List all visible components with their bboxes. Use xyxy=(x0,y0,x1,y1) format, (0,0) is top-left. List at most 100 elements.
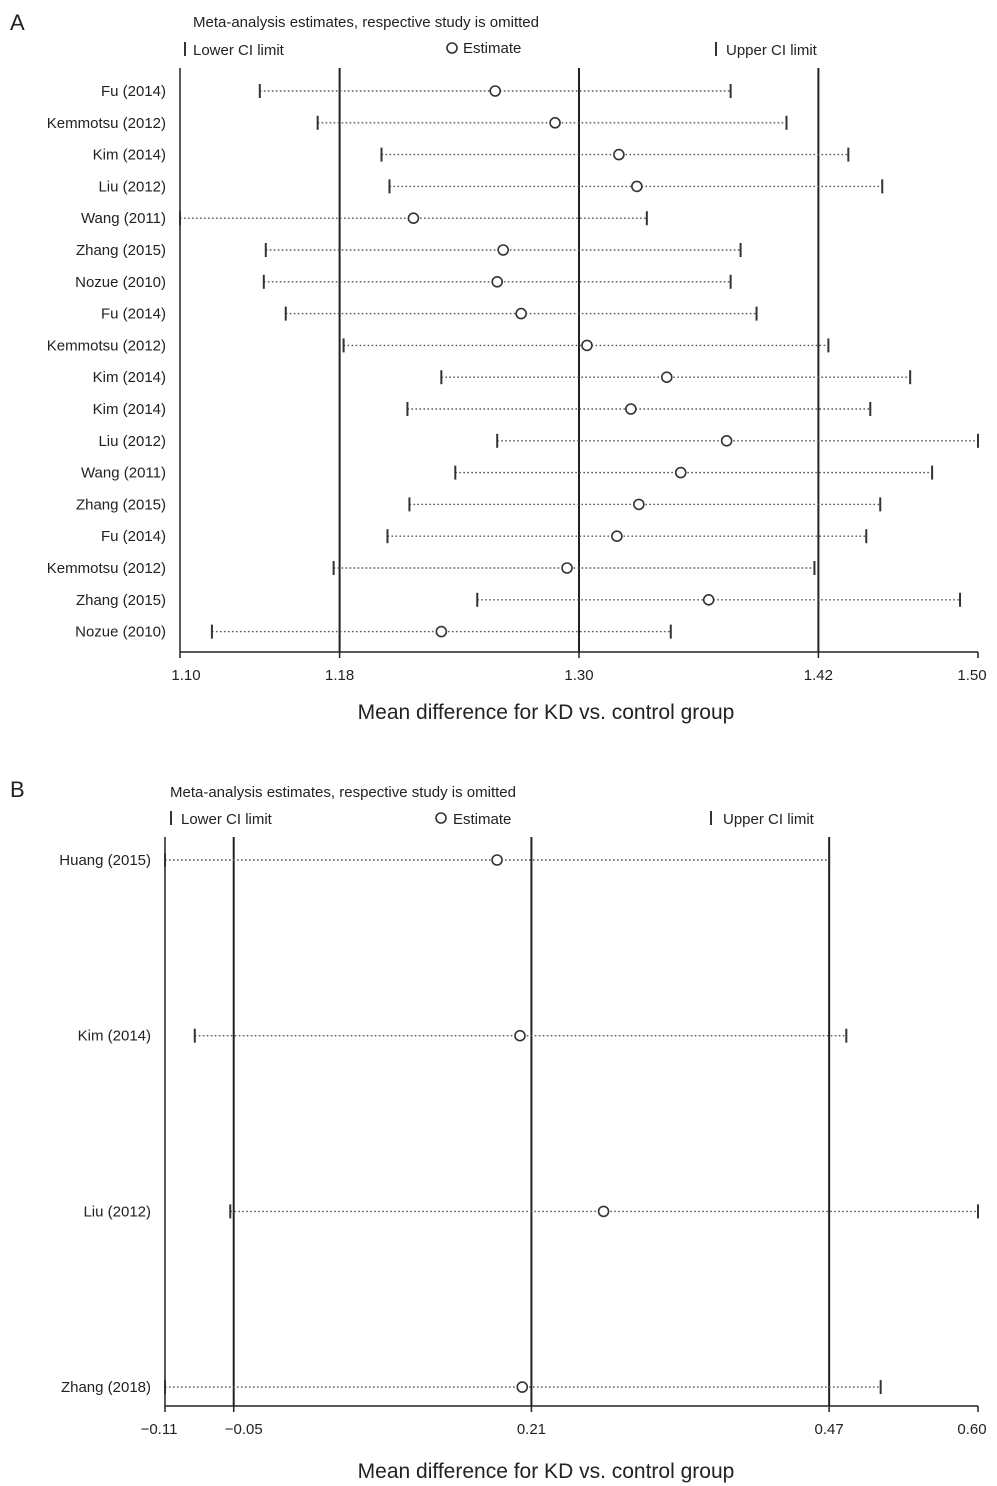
x-tick-label: 0.47 xyxy=(815,1421,844,1438)
panel-a-xlabel: Mean difference for KD vs. control group xyxy=(358,701,735,724)
panel-a-legend: Lower CI limit Estimate Upper CI limit xyxy=(184,40,818,59)
study-label: Nozue (2010) xyxy=(75,624,166,641)
study-label: Wang (2011) xyxy=(81,210,166,227)
study-label: Huang (2015) xyxy=(59,852,151,869)
study-label: Nozue (2010) xyxy=(75,274,166,291)
legend-estimate-label: Estimate xyxy=(453,811,511,828)
panel-a-title: Meta-analysis estimates, respective stud… xyxy=(193,14,539,31)
panel-b-label: B xyxy=(10,777,25,802)
study-row: Fu (2014) xyxy=(101,83,732,100)
legend-estimate-marker xyxy=(435,812,447,824)
study-row: Fu (2014) xyxy=(101,528,868,545)
study-row: Kemmotsu (2012) xyxy=(47,560,816,577)
study-row: Liu (2012) xyxy=(98,433,979,450)
panel-b-title: Meta-analysis estimates, respective stud… xyxy=(170,784,516,801)
estimate-marker xyxy=(660,371,673,384)
study-label: Zhang (2015) xyxy=(76,496,166,513)
study-row: Zhang (2015) xyxy=(76,496,882,513)
panel-b-x-ticks: −0.11 −0.05 0.21 0.47 0.60 xyxy=(141,1406,987,1438)
study-row: Kim (2014) xyxy=(78,1028,848,1045)
estimate-marker xyxy=(491,854,503,866)
panel-b-plot: Huang (2015) Kim (2014) Liu (2012) Zhang (2… xyxy=(59,837,987,1438)
study-label: Kim (2014) xyxy=(93,369,166,386)
x-tick-label: 1.50 xyxy=(957,667,986,684)
estimate-marker xyxy=(515,307,527,320)
study-label: Kemmotsu (2012) xyxy=(47,560,166,577)
panel-a-rows: Fu (2014) Kemmotsu (2012) Kim (2014) Liu (2… xyxy=(47,83,979,641)
study-row: Zhang (2015) xyxy=(76,592,962,609)
estimate-marker xyxy=(561,562,573,574)
study-row: Kemmotsu (2012) xyxy=(47,337,830,354)
study-label: Kim (2014) xyxy=(93,147,166,164)
panel-a: A Meta-analysis estimates, respective st… xyxy=(10,10,987,724)
study-row: Nozue (2010) xyxy=(75,624,672,641)
x-tick-label: 1.30 xyxy=(564,667,593,684)
study-row: Wang (2011) xyxy=(81,465,934,482)
x-tick-label: 0.21 xyxy=(517,1421,546,1438)
estimate-marker xyxy=(549,117,561,129)
legend-estimate-marker xyxy=(446,42,458,54)
study-row: Fu (2014) xyxy=(101,306,758,323)
legend-estimate-label: Estimate xyxy=(463,40,521,57)
estimate-marker xyxy=(720,434,733,447)
estimate-marker xyxy=(516,1381,529,1393)
estimate-marker xyxy=(625,403,637,415)
estimate-marker xyxy=(597,1205,610,1218)
estimate-marker xyxy=(491,275,504,288)
study-label: Kemmotsu (2012) xyxy=(47,115,166,132)
study-label: Zhang (2015) xyxy=(76,592,166,609)
study-label: Fu (2014) xyxy=(101,528,166,545)
estimate-marker xyxy=(435,625,448,638)
study-row: Kim (2014) xyxy=(93,147,850,164)
panel-b-rows: Huang (2015) Kim (2014) Liu (2012) Zhang (2… xyxy=(59,852,979,1396)
study-row: Liu (2012) xyxy=(83,1203,979,1220)
study-label: Kim (2014) xyxy=(78,1028,151,1045)
study-row: Kemmotsu (2012) xyxy=(47,115,788,132)
study-label: Liu (2012) xyxy=(83,1203,151,1220)
study-row: Kim (2014) xyxy=(93,369,912,386)
study-label: Fu (2014) xyxy=(101,306,166,323)
estimate-marker xyxy=(497,244,509,256)
study-row: Nozue (2010) xyxy=(75,274,732,291)
x-tick-label: 1.42 xyxy=(804,667,833,684)
estimate-marker xyxy=(581,339,593,352)
panel-b: B Meta-analysis estimates, respective st… xyxy=(10,777,987,1483)
estimate-marker xyxy=(633,498,645,511)
panel-a-x-ticks: 1.10 1.18 1.30 1.42 1.50 xyxy=(171,652,987,684)
estimate-marker xyxy=(631,180,643,193)
study-label: Liu (2012) xyxy=(98,433,166,450)
study-row: Wang (2011) xyxy=(81,210,648,227)
estimate-marker xyxy=(407,212,420,224)
estimate-marker xyxy=(613,148,625,161)
legend-lower-label: Lower CI limit xyxy=(181,811,273,828)
legend-upper-label: Upper CI limit xyxy=(726,42,818,59)
estimate-marker xyxy=(514,1029,526,1042)
panel-a-plot: Fu (2014) Kemmotsu (2012) Kim (2014) Liu (2… xyxy=(47,68,987,684)
study-row: Liu (2012) xyxy=(98,178,884,195)
study-label: Kemmotsu (2012) xyxy=(47,337,166,354)
study-label: Fu (2014) xyxy=(101,83,166,100)
study-row: Zhang (2015) xyxy=(76,242,742,259)
panel-b-legend: Lower CI limit Estimate Upper CI limit xyxy=(170,811,815,828)
study-label: Wang (2011) xyxy=(81,465,166,482)
panel-b-reference-lines xyxy=(232,837,831,1406)
study-label: Liu (2012) xyxy=(98,178,166,195)
study-row: Huang (2015) xyxy=(59,852,831,869)
study-label: Zhang (2015) xyxy=(76,242,166,259)
legend-upper-label: Upper CI limit xyxy=(723,811,815,828)
panel-a-reference-lines xyxy=(338,68,820,652)
estimate-marker xyxy=(489,85,502,97)
estimate-marker xyxy=(611,530,623,543)
study-row: Kim (2014) xyxy=(93,401,872,418)
x-tick-label: 1.18 xyxy=(325,667,354,684)
x-tick-label: −0.05 xyxy=(225,1421,263,1438)
x-tick-label: −0.11 xyxy=(141,1421,178,1438)
study-label: Kim (2014) xyxy=(93,401,166,418)
panel-a-label: A xyxy=(10,10,25,35)
estimate-marker xyxy=(702,593,715,606)
panel-b-xlabel: Mean difference for KD vs. control group xyxy=(358,1460,735,1483)
legend-lower-label: Lower CI limit xyxy=(193,42,285,59)
study-row: Zhang (2018) xyxy=(61,1379,882,1396)
x-tick-label: 0.60 xyxy=(957,1421,986,1438)
